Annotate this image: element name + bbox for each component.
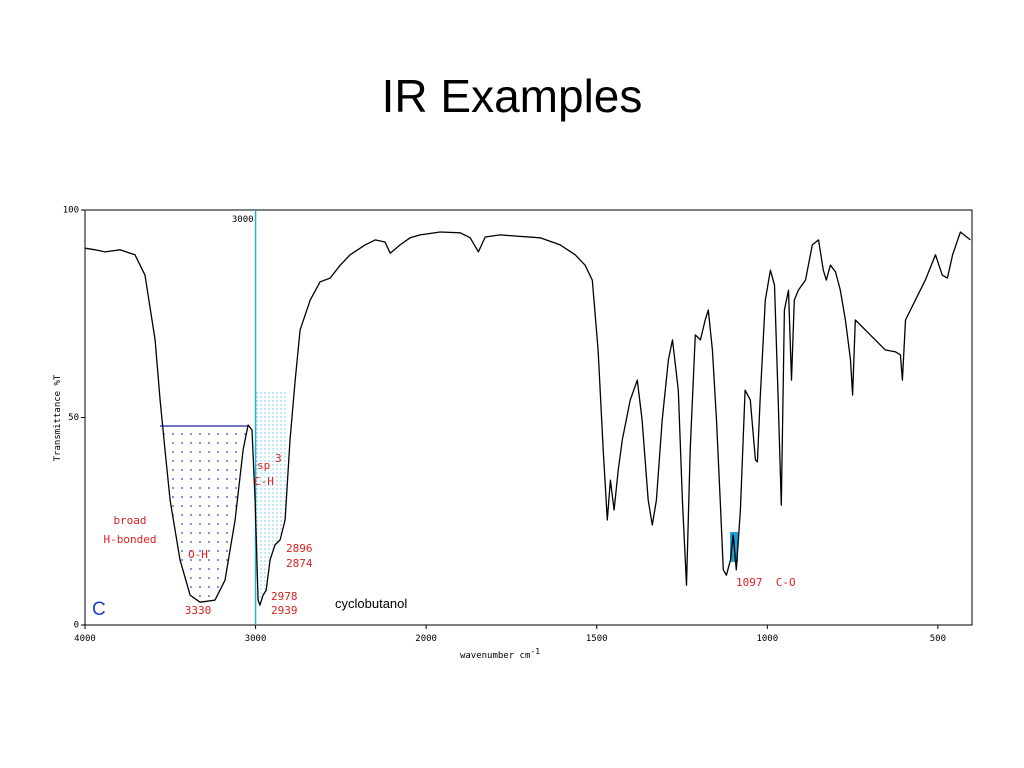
annotation: 1097 C-O	[736, 576, 796, 589]
annotation: sp	[257, 459, 270, 472]
annotation: 3330	[185, 604, 212, 617]
annotation: C-H	[254, 475, 274, 488]
y-tick-label: 0	[74, 621, 79, 631]
compound-label: cyclobutanol	[335, 596, 407, 611]
x-axis-label-text: wavenumber cm	[460, 651, 530, 661]
ch-region	[255, 392, 287, 605]
y-tick-label: 100	[63, 206, 79, 216]
slide-title: IR Examples	[382, 70, 643, 122]
panel-label: C	[92, 599, 106, 620]
y-axis-label: Transmittance %T	[53, 374, 63, 461]
marker-label: 3000	[232, 215, 254, 225]
x-tick-label: 1000	[756, 634, 778, 644]
annotation: broad	[113, 514, 146, 527]
x-tick-label: 2000	[415, 634, 437, 644]
oh-region	[160, 426, 248, 602]
x-axis-label: wavenumber cm-1	[460, 647, 540, 661]
annotation: 2939	[271, 604, 298, 617]
annotation: 2896	[286, 542, 313, 555]
spectrum-line	[84, 231, 971, 606]
x-tick-label: 500	[930, 634, 946, 644]
annotation: 2874	[286, 557, 313, 570]
x-axis-label-sup: -1	[530, 647, 540, 656]
annotation: O-H	[188, 548, 208, 561]
x-tick-label: 4000	[74, 634, 96, 644]
annotation: 3	[275, 452, 282, 465]
annotation: 2978	[271, 590, 298, 603]
y-tick-label: 50	[68, 413, 79, 423]
x-tick-label: 1500	[586, 634, 608, 644]
annotation: H-bonded	[104, 533, 157, 546]
x-tick-label: 3000	[245, 634, 267, 644]
